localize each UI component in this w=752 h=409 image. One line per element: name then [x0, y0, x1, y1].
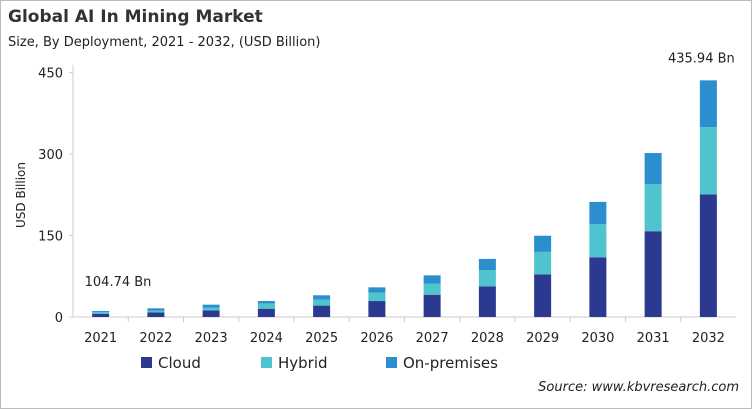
- x-tick-label: 2023: [195, 331, 228, 346]
- x-tick-label: 2026: [360, 331, 393, 346]
- bar-cloud-2028: [478, 286, 496, 317]
- bar-cloud-2030: [589, 257, 607, 317]
- bar-on-premises-2030: [589, 201, 607, 225]
- bar-on-premises-2024: [257, 301, 275, 304]
- bar-hybrid-2021: [92, 312, 110, 314]
- bar-cloud-2021: [92, 313, 110, 317]
- bar-on-premises-2031: [644, 153, 662, 184]
- chart-title: Global AI In Mining Market: [8, 7, 263, 27]
- bar-cloud-2022: [147, 312, 165, 317]
- x-tick-label: 2031: [637, 331, 670, 346]
- x-tick-label: 2029: [526, 331, 559, 346]
- bar-cloud-2023: [202, 310, 220, 317]
- data-label: 435.94 Bn: [668, 51, 735, 66]
- bar-hybrid-2022: [147, 310, 165, 313]
- x-tick-label: 2028: [471, 331, 504, 346]
- bar-on-premises-2026: [368, 287, 386, 293]
- bar-hybrid-2030: [589, 224, 607, 258]
- x-tick-label: 2022: [139, 331, 172, 346]
- bar-on-premises-2027: [423, 275, 441, 284]
- bar-cloud-2024: [257, 308, 275, 317]
- bar-cloud-2032: [699, 194, 717, 317]
- legend-swatch-cloud: [141, 357, 152, 368]
- legend-swatch-on-premises: [386, 357, 397, 368]
- x-tick-label: 2025: [305, 331, 338, 346]
- legend-label: Hybrid: [278, 354, 328, 372]
- bar-hybrid-2027: [423, 283, 441, 295]
- bar-cloud-2027: [423, 294, 441, 317]
- x-tick-label: 2027: [416, 331, 449, 346]
- source-note: Source: www.kbvresearch.com: [538, 380, 739, 395]
- bar-hybrid-2032: [699, 127, 717, 195]
- bar-hybrid-2029: [534, 251, 552, 275]
- y-tick-label: 150: [38, 230, 63, 245]
- legend-label: On-premises: [403, 354, 498, 372]
- x-tick-label: 2032: [692, 331, 725, 346]
- legend-swatch-hybrid: [261, 357, 272, 368]
- bar-on-premises-2025: [313, 295, 331, 300]
- bar-on-premises-2029: [534, 235, 552, 252]
- x-tick-label: 2030: [581, 331, 614, 346]
- bar-on-premises-2022: [147, 308, 165, 311]
- x-tick-label: 2024: [250, 331, 283, 346]
- bar-on-premises-2023: [202, 304, 220, 308]
- bar-on-premises-2021: [92, 311, 110, 313]
- bar-cloud-2026: [368, 301, 386, 317]
- bar-hybrid-2025: [313, 299, 331, 306]
- bar-hybrid-2028: [478, 270, 496, 287]
- legend-label: Cloud: [158, 354, 201, 372]
- y-tick-label: 300: [38, 148, 63, 163]
- x-tick-label: 2021: [84, 331, 117, 346]
- bar-cloud-2031: [644, 231, 662, 317]
- bar-hybrid-2026: [368, 292, 386, 302]
- bar-cloud-2029: [534, 274, 552, 317]
- y-tick-label: 450: [38, 67, 63, 82]
- bar-cloud-2025: [313, 305, 331, 317]
- bar-on-premises-2032: [699, 80, 717, 128]
- y-axis-label: USD Billion: [14, 162, 28, 228]
- bar-hybrid-2023: [202, 307, 220, 311]
- y-tick-label: 0: [55, 311, 63, 326]
- bar-hybrid-2024: [257, 303, 275, 309]
- bar-hybrid-2031: [644, 183, 662, 232]
- chart-subtitle: Size, By Deployment, 2021 - 2032, (USD B…: [8, 35, 321, 50]
- bar-on-premises-2028: [478, 258, 496, 271]
- data-label: 104.74 Bn: [85, 275, 152, 290]
